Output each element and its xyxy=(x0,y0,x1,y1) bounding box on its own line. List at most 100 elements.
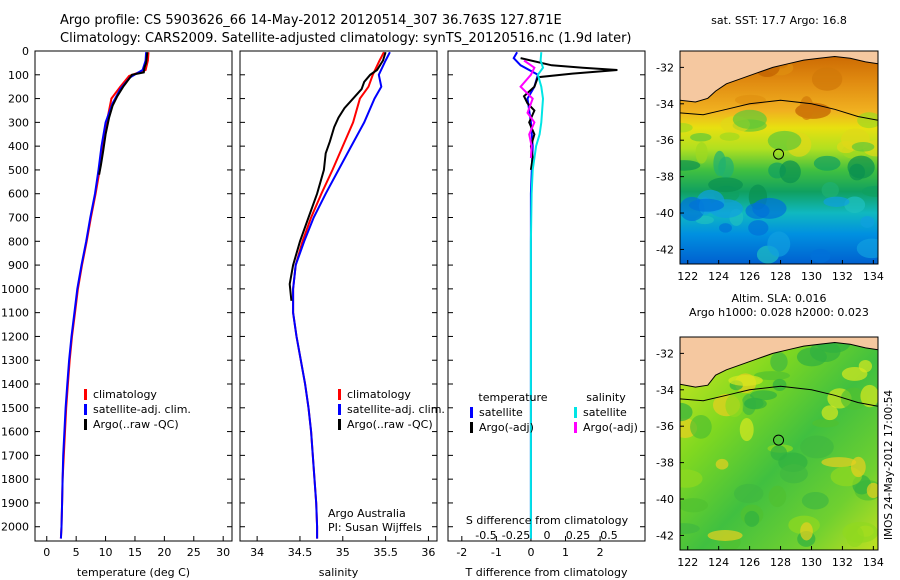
sst_map-xtick-label: 134 xyxy=(863,270,884,283)
sst_map-argo-marker xyxy=(773,148,785,160)
sst_map-blotch xyxy=(811,67,843,91)
sla_map-blotch xyxy=(800,522,813,541)
sst_map-blotch xyxy=(823,196,850,207)
temperature-xtick-label: 15 xyxy=(128,546,142,559)
depth-tick-label: 400 xyxy=(8,140,29,153)
salinity-xlabel: salinity xyxy=(319,566,359,579)
sst_map-xtick-label: 122 xyxy=(677,270,698,283)
sst-map-title: sat. SST: 17.7 Argo: 16.8 xyxy=(711,14,847,27)
sla_map-ytick-label: -40 xyxy=(656,493,674,506)
temperature-xtick-label: 20 xyxy=(157,546,171,559)
depth-tick-label: 1300 xyxy=(1,354,29,367)
sst_map-blotch xyxy=(719,132,740,141)
sla_map-ytick-label: -34 xyxy=(656,384,674,397)
temperature-xtick-label: 10 xyxy=(99,546,113,559)
difference-legend-label: satellite xyxy=(479,406,523,419)
sst_map-frame xyxy=(679,50,879,265)
salinity-xtick-label: 36 xyxy=(421,546,435,559)
sst_map-blotch xyxy=(713,150,726,177)
temperature-legend-swatch xyxy=(84,419,87,430)
salinity-series-argo-raw-qc- xyxy=(288,51,387,301)
difference-legend-label: Argo(-adj) xyxy=(479,421,534,434)
sst_map-blotch xyxy=(821,181,839,199)
difference-frame xyxy=(447,50,646,542)
sst_map-xtick-label: 124 xyxy=(708,270,729,283)
depth-tick-label: 800 xyxy=(8,235,29,248)
salinity-xtick-label: 34.5 xyxy=(288,546,313,559)
sst_map-ytick-label: -42 xyxy=(656,243,674,256)
depth-tick-label: 1200 xyxy=(1,330,29,343)
sla_map-xtick-label: 132 xyxy=(832,556,853,569)
sla_map-blotch xyxy=(707,530,743,541)
depth-tick-label: 900 xyxy=(8,259,29,272)
sla_map-ytick-label: -32 xyxy=(656,347,674,360)
depth-tick-label: 300 xyxy=(8,116,29,129)
difference-top-tick-label: 0 xyxy=(544,529,551,542)
difference-top-tick-label: 0.5 xyxy=(600,529,618,542)
salinity-legend-label: satellite-adj. clim. xyxy=(347,403,445,416)
difference-legend-swatch xyxy=(470,422,473,433)
sla-map-title-line2: Argo h1000: 0.028 h2000: 0.023 xyxy=(689,306,869,319)
sla_map-blotch xyxy=(680,523,700,535)
depth-tick-label: 1100 xyxy=(1,307,29,320)
temperature-xlabel: temperature (deg C) xyxy=(77,566,190,579)
sla_map-blotch xyxy=(680,469,703,488)
sla-map-title-line1: Altim. SLA: 0.016 xyxy=(731,292,826,305)
sst_map-blotch xyxy=(813,155,841,171)
sst_map-land xyxy=(680,51,878,102)
sst_map-xtick-label: 128 xyxy=(770,270,791,283)
sla_map-blotch xyxy=(739,417,754,442)
sst_map-blotch xyxy=(861,185,878,197)
sst_map-blotch xyxy=(810,248,831,263)
difference-legend-swatch xyxy=(574,422,577,433)
salinity-legend-label: climatology xyxy=(347,388,411,401)
sst_map-field xyxy=(680,51,878,264)
sst_map-blotch xyxy=(767,130,802,151)
sla_map-blotch xyxy=(768,485,787,508)
sst_map-blotch xyxy=(856,238,878,259)
depth-tick-label: 1000 xyxy=(1,283,29,296)
sst_map-blotch xyxy=(748,220,769,236)
sst_map-blotch xyxy=(799,96,814,121)
sst_map-ytick-label: -38 xyxy=(656,171,674,184)
difference-legend-header: temperature xyxy=(478,391,547,404)
sla_map-blotch xyxy=(860,384,878,408)
sst_map-blotch xyxy=(857,112,878,129)
sla_map-blotch xyxy=(715,458,729,470)
sla_map-blotch xyxy=(680,402,693,422)
header-line-1: Argo profile: CS 5903626_66 14-May-2012 … xyxy=(60,13,562,28)
salinity-series-satellite-adj-clim- xyxy=(292,51,391,539)
difference-series-salinity-argo-adj- xyxy=(519,59,536,159)
sla_map-blotch xyxy=(821,457,857,468)
sla_map-xtick-label: 128 xyxy=(770,556,791,569)
sst_map-blotch xyxy=(695,142,708,164)
difference-xtick-label: 1 xyxy=(562,546,569,559)
difference-xlabel-top: S difference from climatology xyxy=(466,514,629,527)
sst_map-xtick-label: 126 xyxy=(739,270,760,283)
temperature-xtick-label: 5 xyxy=(73,546,80,559)
temperature-xtick-label: 25 xyxy=(187,546,201,559)
difference-legend-label: Argo(-adj) xyxy=(583,421,638,434)
sla_map-blotch xyxy=(690,415,712,439)
salinity-frame xyxy=(239,50,438,542)
salinity-legend-swatch xyxy=(338,404,341,415)
depth-tick-label: 2000 xyxy=(1,521,29,534)
depth-tick-label: 1700 xyxy=(1,449,29,462)
depth-tick-label: 1800 xyxy=(1,473,29,486)
difference-series-temperature-argo-adj- xyxy=(520,57,618,171)
imos-timestamp-label: IMOS 24-May-2012 17:00:54 xyxy=(883,389,895,540)
depth-tick-label: 100 xyxy=(8,69,29,82)
temperature-xtick-label: 0 xyxy=(43,546,50,559)
sst_map-blotch xyxy=(767,231,791,257)
sla_map-blotch xyxy=(842,521,878,543)
temperature-legend-label: satellite-adj. clim. xyxy=(93,403,191,416)
sst_map-coastline xyxy=(680,55,878,103)
temperature-legend-swatch xyxy=(84,404,87,415)
depth-tick-label: 700 xyxy=(8,212,29,225)
sla_map-blotch xyxy=(850,456,866,478)
sst_map-xtick-label: 132 xyxy=(832,270,853,283)
depth-tick-label: 500 xyxy=(8,164,29,177)
sla_map-frame xyxy=(679,336,879,551)
sst_map-blotch xyxy=(745,202,770,219)
